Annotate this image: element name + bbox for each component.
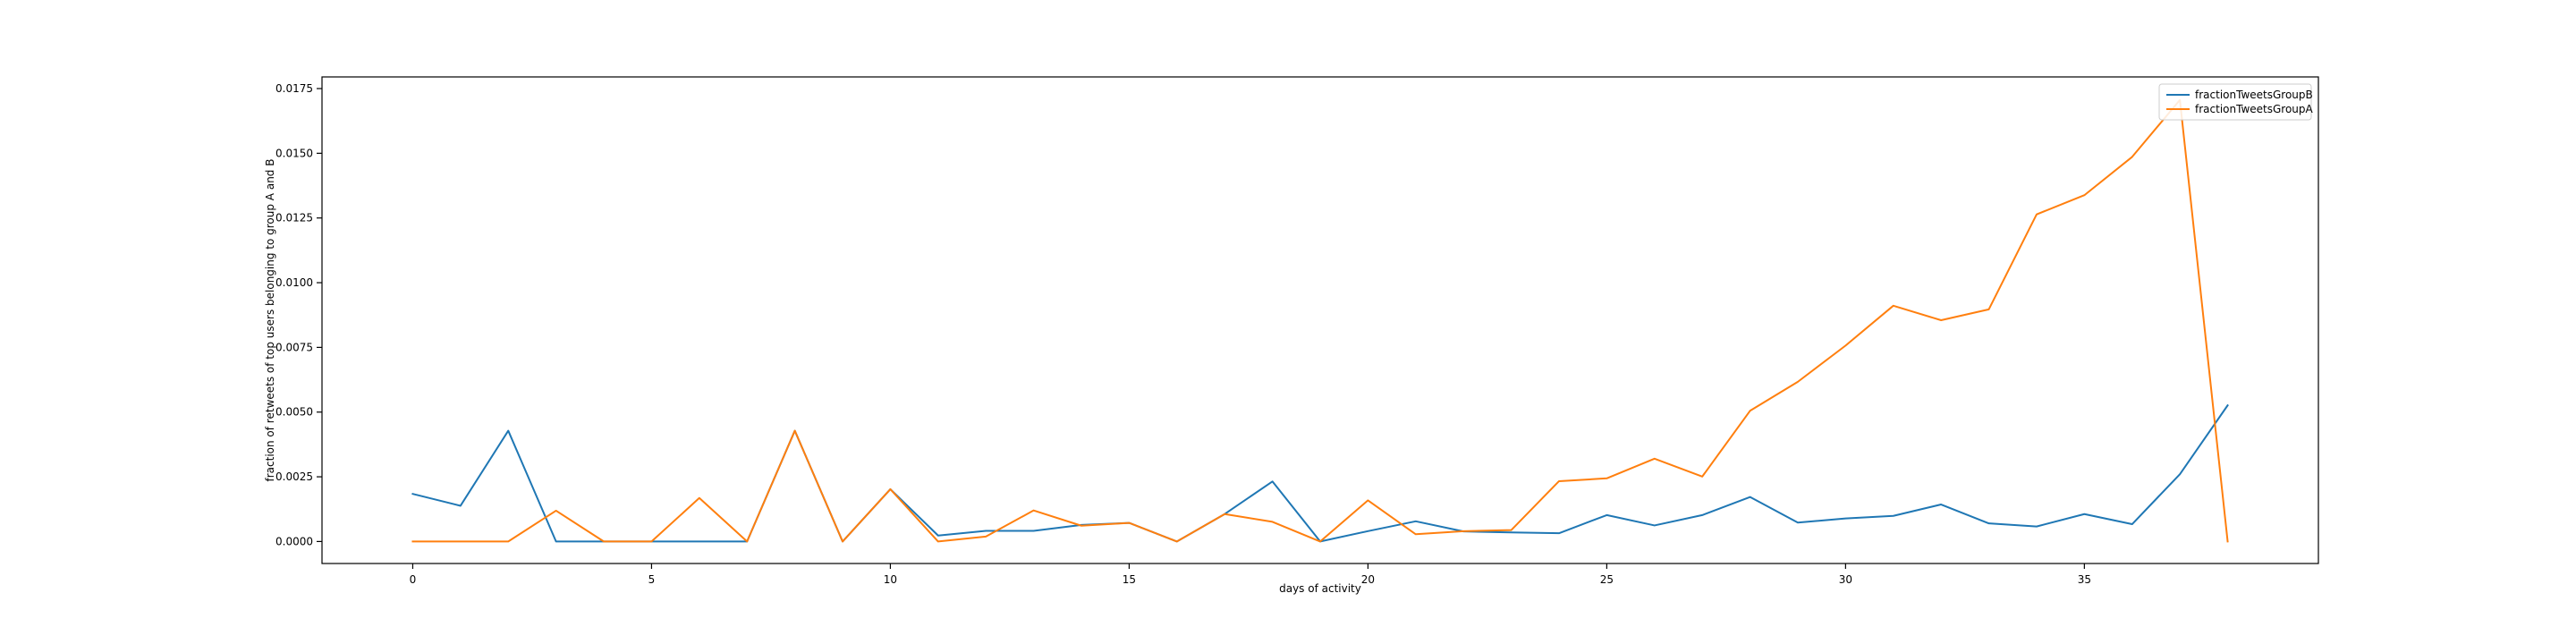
plot-area xyxy=(411,98,2229,543)
x-tick-label: 30 xyxy=(1839,573,1852,586)
x-tick-label: 10 xyxy=(884,573,897,586)
x-tick-label: 5 xyxy=(648,573,656,586)
x-axis-label: days of activity xyxy=(1279,582,1361,595)
legend-label: fractionTweetsGroupA xyxy=(2195,103,2314,115)
y-tick-label: 0.0150 xyxy=(275,147,313,159)
y-tick-label: 0.0025 xyxy=(275,470,313,483)
y-tick-label: 0.0100 xyxy=(275,276,313,289)
y-axis-label: fraction of retweets of top users belong… xyxy=(264,159,276,482)
series-line-fractionTweetsGroupA xyxy=(411,98,2229,543)
legend-label: fractionTweetsGroupB xyxy=(2195,89,2313,101)
legend: fractionTweetsGroupB fractionTweetsGroupA xyxy=(2158,83,2314,121)
axes-frame xyxy=(321,76,2319,564)
y-tick-label: 0.0075 xyxy=(275,341,313,353)
y-tick-label: 0.0000 xyxy=(275,535,313,547)
x-tick-label: 0 xyxy=(410,573,417,586)
y-tick-label: 0.0050 xyxy=(275,406,313,419)
x-tick-label: 15 xyxy=(1123,573,1136,586)
x-tick-label: 35 xyxy=(2078,573,2091,586)
x-tick-label: 25 xyxy=(1600,573,1614,586)
y-tick-label: 0.0175 xyxy=(275,82,313,95)
legend-box xyxy=(2158,83,2312,121)
x-tick-label: 20 xyxy=(1361,573,1375,586)
y-tick-label: 0.0125 xyxy=(275,212,313,225)
axes: 0 5 10 15 20 25 30 35 0.0000 0.0025 0.0050 0.0075 0.… xyxy=(275,76,2319,586)
